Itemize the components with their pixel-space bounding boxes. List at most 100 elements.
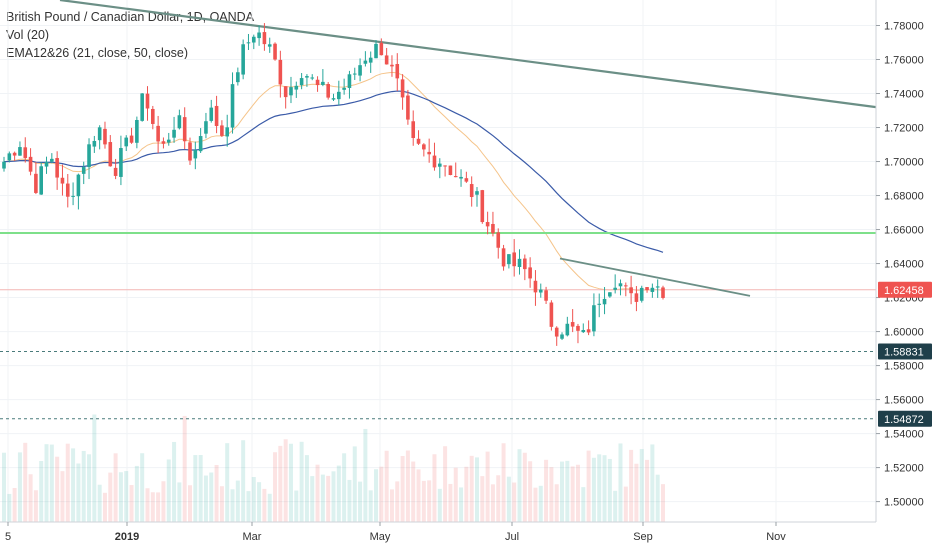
volume-bar bbox=[400, 456, 405, 522]
volume-bar bbox=[384, 450, 389, 522]
candle-body bbox=[342, 87, 346, 90]
candle-body bbox=[592, 305, 596, 332]
candle-body bbox=[517, 258, 522, 267]
x-tick-label: May bbox=[370, 531, 391, 543]
candle-body bbox=[661, 287, 665, 298]
volume-bar bbox=[448, 483, 453, 522]
volume-bar bbox=[113, 453, 118, 522]
volume-bar bbox=[7, 493, 12, 522]
candle-body bbox=[597, 303, 602, 305]
candle-body bbox=[400, 79, 405, 98]
volume-bar bbox=[278, 445, 283, 522]
candle-body bbox=[523, 258, 527, 270]
y-tick-label: 1.76000 bbox=[884, 55, 924, 67]
volume-bar bbox=[570, 466, 575, 522]
candle-body bbox=[140, 93, 144, 121]
volume-bar bbox=[55, 456, 60, 522]
volume-bar bbox=[92, 414, 97, 522]
volume-bar bbox=[188, 485, 193, 522]
candle-body bbox=[92, 140, 97, 147]
volume-bar bbox=[602, 455, 607, 522]
volume-bar bbox=[336, 465, 341, 522]
candle-body bbox=[113, 167, 118, 176]
candle-body bbox=[39, 166, 44, 195]
volume-bar bbox=[331, 471, 336, 522]
x-tick-label: Sep bbox=[633, 531, 653, 543]
level-badge-bg bbox=[878, 343, 932, 360]
level-badge: 1.54872 bbox=[884, 414, 924, 426]
volume-bar bbox=[150, 492, 155, 522]
candle-body bbox=[12, 152, 17, 156]
volume-bar bbox=[225, 443, 230, 522]
volume-bar bbox=[618, 443, 623, 522]
volume-bar bbox=[485, 451, 490, 522]
candle-body bbox=[618, 283, 623, 287]
candle-body bbox=[586, 329, 591, 333]
volume-bar bbox=[586, 450, 591, 522]
candle-body bbox=[87, 144, 91, 168]
volume-bar bbox=[315, 464, 320, 522]
volume-bar bbox=[597, 454, 602, 522]
volume-bar bbox=[634, 463, 639, 522]
candle-body bbox=[469, 184, 474, 198]
volume-bar bbox=[575, 464, 580, 522]
volume-bar bbox=[358, 481, 363, 522]
candle-body bbox=[315, 79, 320, 86]
volume-bar bbox=[427, 480, 432, 522]
volume-bar bbox=[416, 469, 421, 522]
volume-bar bbox=[661, 484, 665, 522]
volume-bar bbox=[246, 491, 251, 522]
volume-bar bbox=[437, 488, 442, 522]
candle-body bbox=[193, 150, 198, 159]
volume-bar bbox=[459, 487, 464, 522]
volume-bar bbox=[134, 465, 139, 522]
candle-body bbox=[395, 64, 400, 79]
candlesticks bbox=[2, 23, 665, 346]
candle-body bbox=[352, 73, 357, 75]
volume-bar bbox=[283, 439, 288, 522]
candle-body bbox=[246, 42, 251, 44]
candle-body bbox=[65, 183, 70, 197]
candle-body bbox=[76, 174, 81, 197]
volume-bar bbox=[347, 479, 352, 522]
candle-body bbox=[188, 142, 192, 161]
candle-body bbox=[363, 60, 368, 64]
candle-body bbox=[491, 223, 495, 234]
volume-bar bbox=[538, 485, 543, 522]
volume-bar bbox=[177, 482, 182, 522]
volume-bar bbox=[17, 452, 22, 522]
volume-bar bbox=[645, 459, 650, 522]
volume-bar bbox=[581, 487, 586, 522]
volume-bar bbox=[118, 472, 123, 522]
y-tick-label: 1.74000 bbox=[884, 89, 924, 101]
volume-bar bbox=[209, 472, 214, 522]
candle-body bbox=[570, 322, 575, 327]
volume-bar bbox=[544, 459, 549, 522]
x-tick-label: Mar bbox=[243, 531, 262, 543]
candle-body bbox=[379, 42, 384, 56]
y-tick-label: 1.68000 bbox=[884, 191, 924, 203]
volume-bar bbox=[267, 493, 272, 522]
y-tick-label: 1.70000 bbox=[884, 157, 924, 169]
volume-bar bbox=[352, 446, 357, 522]
candle-body bbox=[629, 287, 633, 294]
volume-bar bbox=[629, 449, 634, 522]
volume-bar bbox=[469, 455, 474, 522]
volume-bar bbox=[490, 484, 495, 522]
candle-body bbox=[2, 161, 6, 169]
y-tick-label: 1.60000 bbox=[884, 327, 924, 339]
volume-bar bbox=[140, 453, 145, 522]
y-tick-label: 1.78000 bbox=[884, 21, 924, 33]
y-tick-label: 1.72000 bbox=[884, 123, 924, 135]
candle-body bbox=[209, 107, 214, 121]
volume-bar bbox=[33, 490, 38, 522]
candle-body bbox=[331, 98, 336, 100]
candle-body bbox=[437, 163, 442, 167]
volume-bar bbox=[474, 457, 479, 522]
candle-body bbox=[278, 59, 283, 85]
volume-bar bbox=[129, 485, 134, 522]
candle-body bbox=[55, 158, 59, 178]
candle-body bbox=[608, 292, 612, 297]
volume-bar bbox=[432, 454, 437, 522]
